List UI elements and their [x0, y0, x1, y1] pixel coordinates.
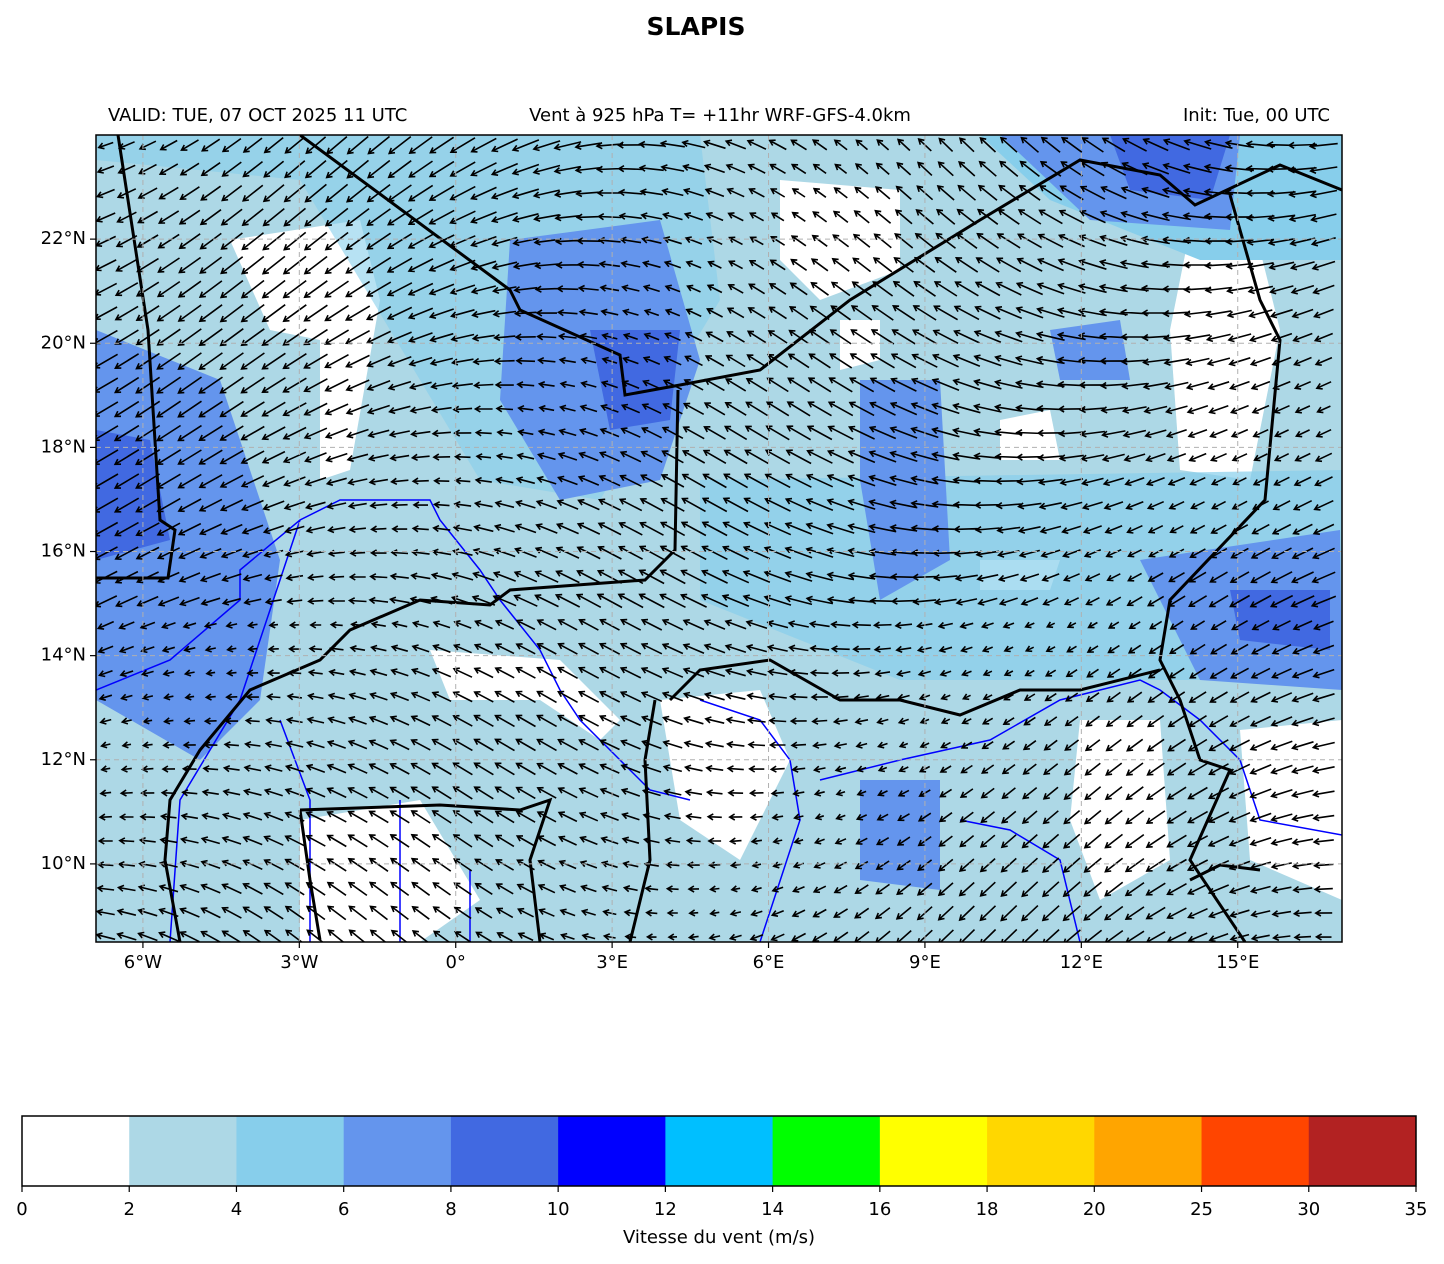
colorbar-segment: [450, 1116, 559, 1186]
x-tick-label: 6°E: [753, 952, 785, 973]
colorbar-segment: [772, 1116, 881, 1186]
colorbar-segment: [879, 1116, 988, 1186]
title: SLAPIS: [647, 12, 746, 41]
colorbar-tick-label: 8: [445, 1199, 456, 1220]
x-tick-label: 6°W: [124, 952, 162, 973]
colorbar-tick-label: 4: [231, 1199, 242, 1220]
x-tick-label: 9°E: [909, 952, 941, 973]
colorbar-tick-label: 2: [124, 1199, 135, 1220]
y-tick-label: 14°N: [41, 645, 86, 666]
wind-arrows: [96, 135, 1338, 942]
colorbar-tick-label: 14: [761, 1199, 784, 1220]
y-tick-label: 22°N: [41, 228, 86, 249]
colorbar-segment: [1094, 1116, 1203, 1186]
colorbar-segment: [987, 1116, 1095, 1186]
borders: [96, 135, 1342, 942]
colorbar-tick-label: 6: [338, 1199, 349, 1220]
y-tick-label: 16°N: [41, 541, 86, 562]
colorbar-tick-label: 0: [16, 1199, 27, 1220]
colorbar-segment: [343, 1116, 452, 1186]
y-tick-label: 10°N: [41, 853, 86, 874]
colorbar-tick-label: 35: [1405, 1199, 1428, 1220]
colorbar-tick-label: 20: [1083, 1199, 1106, 1220]
colorbar-segment: [558, 1116, 666, 1186]
y-tick-label: 12°N: [41, 749, 86, 770]
colorbar: 0 2 4 6 8 10 12 14 16 18 20 25 30 35: [16, 1115, 1428, 1220]
colorbar-segment: [1201, 1116, 1310, 1186]
colorbar-tick-label: 12: [654, 1199, 677, 1220]
y-tick-label: 18°N: [41, 436, 86, 457]
colorbar-tick-label: 30: [1297, 1199, 1320, 1220]
colorbar-segment: [129, 1116, 237, 1186]
colorbar-label: Vitesse du vent (m/s): [623, 1227, 815, 1248]
x-tick-label: 12°E: [1060, 952, 1103, 973]
plot-frame: [95, 134, 1343, 943]
y-tick-label: 20°N: [41, 332, 86, 353]
colorbar-tick-label: 10: [547, 1199, 570, 1220]
x-tick-label: 3°W: [280, 952, 318, 973]
subtitle-right: Init: Tue, 00 UTC: [1183, 105, 1330, 126]
colorbar-segment: [22, 1116, 130, 1186]
colorbar-tick-label: 18: [976, 1199, 999, 1220]
axes: 6°W 3°W 0° 3°E 6°E 9°E 12°E 15°E 10°N 12°N 14°N 16°…: [41, 135, 1342, 973]
colorbar-segment: [236, 1116, 345, 1186]
x-tick-label: 0°: [445, 952, 465, 973]
colorbar-segment: [665, 1116, 774, 1186]
colorbar-tick-label: 16: [868, 1199, 891, 1220]
subtitle-center: Vent à 925 hPa T= +11hr WRF-GFS-4.0km: [529, 105, 911, 126]
x-tick-label: 3°E: [596, 952, 628, 973]
wind-arrow-field: [96, 135, 1338, 942]
colorbar-frame: [21, 1115, 1417, 1187]
map-field: [96, 135, 1342, 942]
subtitle-left: VALID: TUE, 07 OCT 2025 11 UTC: [108, 105, 407, 126]
colorbar-segment: [1308, 1116, 1417, 1186]
x-tick-label: 15°E: [1216, 952, 1259, 973]
colorbar-tick-label: 25: [1190, 1199, 1213, 1220]
